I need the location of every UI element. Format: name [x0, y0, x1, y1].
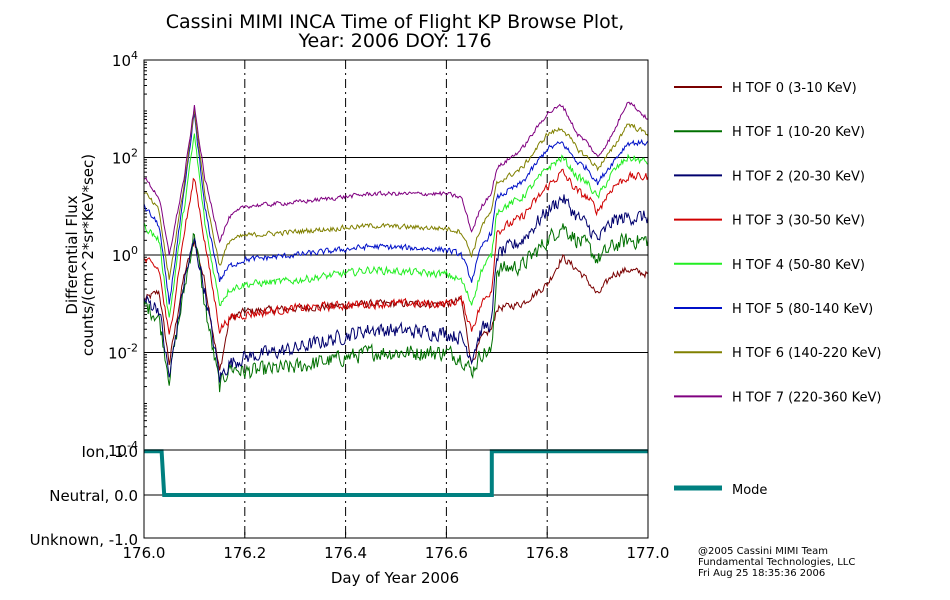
credit-line1: @2005 Cassini MIMI Team [698, 546, 828, 557]
upper-y-tick-labels: 104 102 100 10-2 10-4 [108, 49, 138, 460]
lower-y-tick-label: Ion, 1.0 [82, 443, 139, 461]
lower-plot-frame [143, 449, 649, 539]
x-tick-label: 176.2 [223, 544, 266, 562]
credits-block: @2005 Cassini MIMI Team Fundamental Tech… [698, 546, 855, 579]
legend-label-tof-7: H TOF 7 (220-360 KeV) [732, 390, 881, 405]
y-axis-label-line2: counts/(cm^2*sr*KeV*sec) [79, 154, 97, 356]
upper-y-tick-label: 10-2 [108, 342, 138, 363]
upper-series-group [143, 101, 649, 393]
legend: H TOF 0 (3-10 KeV) H TOF 1 (10-20 KeV) H T… [674, 81, 881, 498]
y-axis-label-line1: Differential Flux [63, 195, 81, 314]
series-line-tof-5 [143, 113, 649, 305]
series-line-tof-7 [143, 101, 649, 256]
legend-label-tof-5: H TOF 5 (80-140 KeV) [732, 302, 873, 317]
series-line-tof-4 [143, 133, 649, 318]
lower-y-tick-labels: Ion, 1.0 Neutral, 0.0 Unknown, -1.0 [30, 443, 138, 549]
legend-label-tof-2: H TOF 2 (20-30 KeV) [732, 169, 865, 184]
credit-line3: Fri Aug 25 18:35:36 2006 [698, 568, 825, 579]
legend-label-tof-0: H TOF 0 (3-10 KeV) [732, 81, 857, 96]
chart-title-line1: Cassini MIMI INCA Time of Flight KP Brow… [166, 11, 625, 33]
lower-series-group [144, 449, 648, 497]
mode-series-line [144, 449, 648, 497]
legend-label-tof-3: H TOF 3 (30-50 KeV) [732, 214, 865, 229]
x-axis-label: Day of Year 2006 [331, 569, 459, 587]
lower-y-tick-label: Unknown, -1.0 [30, 531, 138, 549]
x-tick-label: 176.6 [425, 544, 468, 562]
series-line-tof-0 [143, 240, 649, 371]
x-tick-label: 176.0 [123, 544, 166, 562]
upper-y-tick-label: 102 [112, 147, 138, 168]
legend-label-tof-1: H TOF 1 (10-20 KeV) [732, 125, 865, 140]
upper-y-tick-label: 104 [112, 49, 138, 70]
lower-panel: Ion, 1.0 Neutral, 0.0 Unknown, -1.0 [30, 443, 649, 549]
x-tick-label: 176.8 [526, 544, 569, 562]
legend-label-mode: Mode [732, 483, 767, 498]
upper-panel: 104 102 100 10-2 10-4 Differential Flux coun… [63, 49, 649, 460]
x-tick-label: 176.4 [324, 544, 367, 562]
series-line-tof-6 [143, 108, 649, 280]
upper-y-tick-label: 100 [112, 244, 138, 265]
series-line-tof-3 [143, 168, 649, 335]
lower-y-tick-label: Neutral, 0.0 [49, 487, 138, 505]
chart-title-line2: Year: 2006 DOY: 176 [297, 30, 491, 52]
upper-y-tick-label: 10-4 [108, 439, 138, 460]
x-tick-label: 177.0 [627, 544, 670, 562]
legend-label-tof-6: H TOF 6 (140-220 KeV) [732, 346, 881, 361]
credit-line2: Fundamental Technologies, LLC [698, 557, 855, 568]
series-line-tof-2 [143, 194, 649, 383]
legend-label-tof-4: H TOF 4 (50-80 KeV) [732, 258, 865, 273]
x-tick-labels: 176.0 176.2 176.4 176.6 176.8 177.0 [123, 532, 670, 562]
series-line-tof-1 [143, 223, 649, 393]
